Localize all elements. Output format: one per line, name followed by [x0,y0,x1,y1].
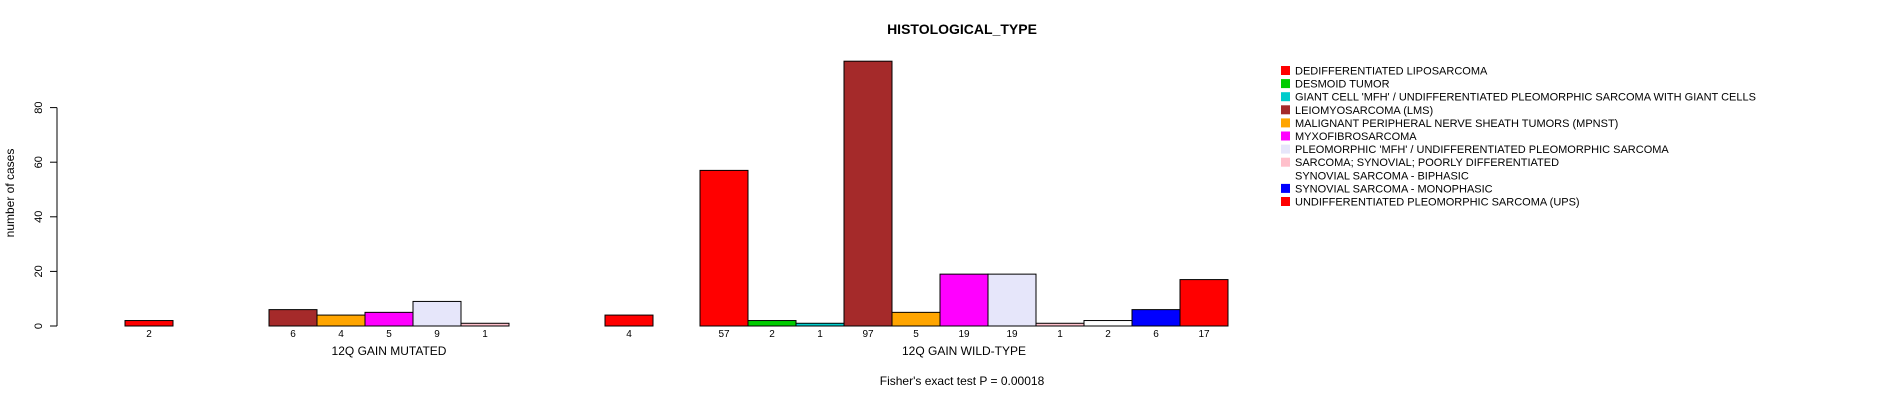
bar-count-label: 2 [146,329,152,340]
legend-label: DEDIFFERENTIATED LIPOSARCOMA [1295,66,1488,78]
bar [604,314,654,327]
legend-label: GIANT CELL 'MFH' / UNDIFFERENTIATED PLEO… [1295,92,1756,104]
bar [1179,279,1229,327]
bar-count-label: 1 [482,329,488,340]
bar-count-label: 19 [1006,329,1018,340]
bar [412,300,462,327]
bar [316,314,366,327]
chart-title: HISTOLOGICAL_TYPE [887,21,1037,37]
group-label: 12Q GAIN WILD-TYPE [902,344,1026,358]
group-label: 12Q GAIN MUTATED [332,344,447,358]
bar-count-label: 5 [386,329,392,340]
bar [795,322,845,327]
count-labels: 2 6 4 5 9 1 4 57 2 1 97 5 19 19 1 2 6 17 [146,329,1210,340]
legend-swatch [1281,144,1290,154]
bar-count-label: 9 [434,329,440,340]
y-axis: 0 20 40 60 80 [33,101,58,329]
legend-label: SYNOVIAL SARCOMA - MONOPHASIC [1295,183,1493,195]
legend-label: PLEOMORPHIC 'MFH' / UNDIFFERENTIATED PLE… [1295,144,1669,156]
legend-swatch [1281,183,1290,193]
bar [699,169,749,327]
bar-count-label: 57 [718,329,730,340]
bar-count-label: 2 [1105,329,1111,340]
bar-count-label: 97 [862,329,874,340]
bar-count-label: 5 [913,329,919,340]
bar [460,322,510,327]
bar-count-label: 6 [1153,329,1159,340]
legend-label: SYNOVIAL SARCOMA - BIPHASIC [1295,170,1469,182]
y-tick-label: 60 [33,156,45,168]
legend-swatch [1281,66,1290,75]
bar-count-label: 2 [769,329,775,340]
bar [1083,320,1133,327]
legend-swatch [1281,157,1290,167]
legend-swatch [1281,92,1290,102]
legend-swatch [1281,131,1290,141]
legend-label: MYXOFIBROSARCOMA [1295,131,1417,143]
legend-swatch [1281,79,1290,89]
bar [364,311,414,327]
bar-count-label: 19 [958,329,970,340]
bar [1035,322,1085,327]
bar [747,320,797,327]
group-labels: 12Q GAIN MUTATED 12Q GAIN WILD-TYPE [332,344,1026,358]
y-tick-label: 40 [33,211,45,223]
bar [939,273,989,327]
fisher-test-footnote: Fisher's exact test P = 0.00018 [880,374,1045,388]
bar [987,273,1037,327]
bar-count-label: 1 [817,329,823,340]
legend-label: UNDIFFERENTIATED PLEOMORPHIC SARCOMA (UP… [1295,197,1580,209]
y-axis-label: number of cases [3,149,17,238]
legend-swatch [1281,197,1290,206]
y-tick-label: 80 [33,101,45,113]
bar [268,309,318,327]
y-tick-label: 20 [33,265,45,277]
legend-swatch [1281,105,1290,115]
bar-count-label: 4 [626,329,632,340]
legend-label: SARCOMA; SYNOVIAL; POORLY DIFFERENTIATED [1295,157,1559,169]
bar-count-label: 1 [1057,329,1063,340]
bar-group [124,60,1229,327]
legend-label: DESMOID TUMOR [1295,79,1390,91]
y-tick-label: 0 [33,323,45,329]
bar [1131,309,1181,327]
bar [124,320,174,327]
legend-swatch [1281,118,1290,128]
legend-label: MALIGNANT PERIPHERAL NERVE SHEATH TUMORS… [1295,118,1618,130]
bar-count-label: 6 [290,329,296,340]
bar-count-label: 17 [1198,329,1210,340]
bar [891,311,941,327]
bar-count-label: 4 [338,329,344,340]
bar [843,60,893,327]
legend-label: LEIOMYOSARCOMA (LMS) [1295,105,1433,117]
